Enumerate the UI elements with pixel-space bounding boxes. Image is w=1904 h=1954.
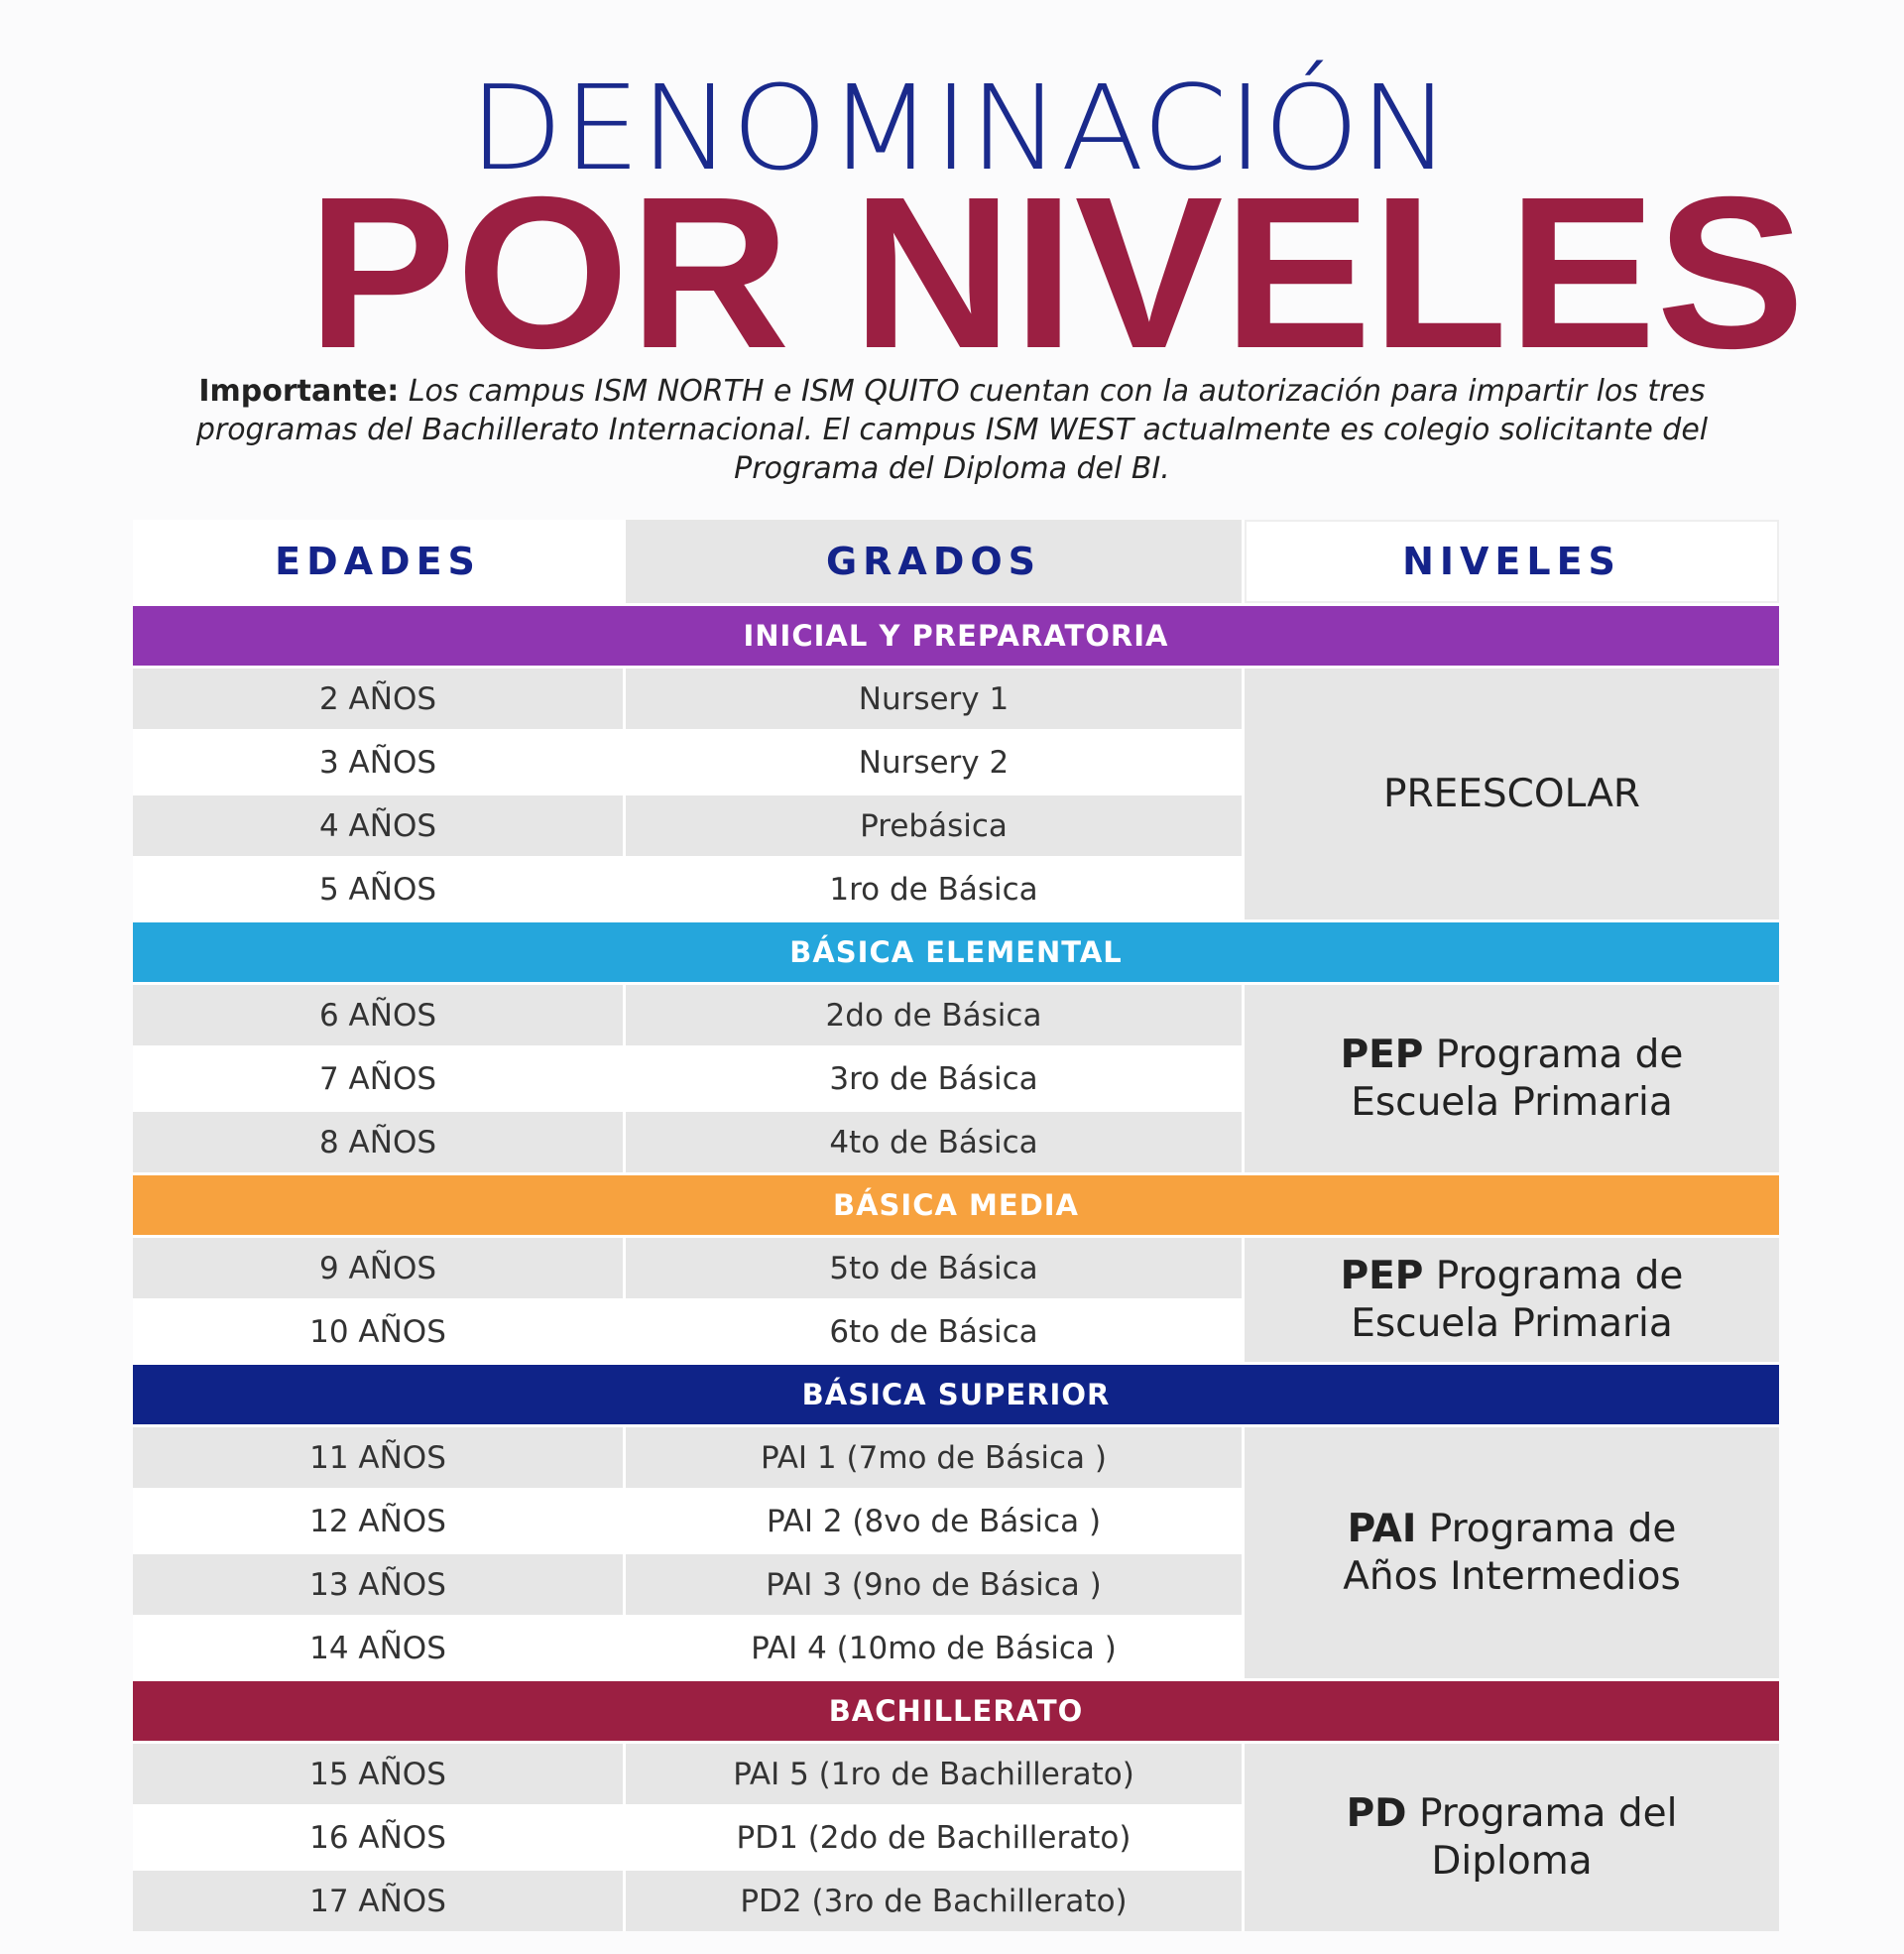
age-cell: 7 AÑOS: [318, 1060, 437, 1097]
titles: DENOMINACIÓN POR NIVELES: [307, 60, 1805, 357]
age-cell: 4 AÑOS: [133, 795, 623, 856]
level-text: PREESCOLAR: [1383, 771, 1640, 818]
grade-cell: Nursery 1: [626, 669, 1242, 729]
grade-cell: Nursery 2: [858, 744, 1010, 781]
level-text: PD Programa del Diploma: [1294, 1790, 1729, 1886]
age-cell: 17 AÑOS: [133, 1871, 623, 1931]
grade-cell: PAI 4 (10mo de Básica ): [751, 1630, 1117, 1666]
age-cell: 14 AÑOS: [309, 1630, 446, 1666]
section-header: INICIAL Y PREPARATORIA: [133, 606, 1779, 666]
age-cell: 10 AÑOS: [309, 1313, 446, 1350]
level-name: Programa de Escuela Primaria: [1351, 1253, 1684, 1346]
note-label: Importante:: [198, 374, 400, 409]
level-text: PEP Programa de Escuela Primaria: [1294, 1032, 1729, 1127]
title-line1: DENOMINACIÓN: [469, 60, 1451, 196]
grade-cell: 5to de Básica: [626, 1238, 1242, 1298]
age-cell: 5 AÑOS: [318, 871, 437, 908]
section-header: BÁSICA MEDIA: [133, 1175, 1779, 1235]
grade-cell: 6to de Básica: [829, 1313, 1038, 1350]
level-name: Programa del Diploma: [1418, 1790, 1678, 1884]
level-abbr: PAI: [1347, 1506, 1417, 1551]
age-cell: 15 AÑOS: [133, 1744, 623, 1804]
level-cell: PEP Programa de Escuela Primaria: [1245, 985, 1779, 1172]
grade-cell: 3ro de Básica: [829, 1060, 1038, 1097]
level-cell: PEP Programa de Escuela Primaria: [1245, 1238, 1779, 1362]
age-cell: 9 AÑOS: [133, 1238, 623, 1298]
level-cell: PD Programa del Diploma: [1245, 1744, 1779, 1931]
grade-cell: PD2 (3ro de Bachillerato): [626, 1871, 1242, 1931]
note-text: Los campus ISM NORTH e ISM QUITO cuentan…: [195, 374, 1709, 486]
age-cell: 11 AÑOS: [133, 1427, 623, 1488]
note: Importante: Los campus ISM NORTH e ISM Q…: [149, 372, 1755, 488]
grade-cell: PAI 3 (9no de Básica ): [626, 1554, 1242, 1615]
level-name: Programa de Escuela Primaria: [1351, 1032, 1684, 1125]
column-header: EDADES: [133, 520, 623, 603]
level-text: PEP Programa de Escuela Primaria: [1294, 1253, 1729, 1348]
grade-cell: 1ro de Básica: [829, 871, 1038, 908]
grade-cell: 2do de Básica: [626, 985, 1242, 1045]
grade-cell: PAI 2 (8vo de Básica ): [766, 1503, 1102, 1539]
level-name: PREESCOLAR: [1383, 771, 1640, 816]
level-text: PAI Programa de Años Intermedios: [1294, 1506, 1729, 1601]
grade-cell: Prebásica: [626, 795, 1242, 856]
levels-table: EDADES GRADOS NIVELES INICIAL Y PREPARATORI…: [133, 520, 1779, 1931]
grade-cell: 4to de Básica: [626, 1112, 1242, 1172]
level-name: Programa de Años Intermedios: [1343, 1506, 1681, 1599]
age-cell: 2 AÑOS: [133, 669, 623, 729]
age-cell: 8 AÑOS: [133, 1112, 623, 1172]
section-header: BÁSICA SUPERIOR: [133, 1365, 1779, 1424]
level-cell: PAI Programa de Años Intermedios: [1245, 1427, 1779, 1678]
age-cell: 12 AÑOS: [309, 1503, 446, 1539]
age-cell: 6 AÑOS: [133, 985, 623, 1045]
section-header: BACHILLERATO: [133, 1681, 1779, 1741]
grade-cell: PAI 1 (7mo de Básica ): [626, 1427, 1242, 1488]
title-line2: POR NIVELES: [307, 153, 1805, 357]
column-header: GRADOS: [626, 520, 1242, 603]
section-header: BÁSICA ELEMENTAL: [133, 922, 1779, 982]
level-abbr: PEP: [1340, 1032, 1424, 1077]
age-cell: 13 AÑOS: [133, 1554, 623, 1615]
age-cell: 3 AÑOS: [318, 744, 437, 781]
age-cell: 16 AÑOS: [309, 1819, 446, 1856]
grade-cell: PD1 (2do de Bachillerato): [736, 1819, 1131, 1856]
grade-cell: PAI 5 (1ro de Bachillerato): [626, 1744, 1242, 1804]
level-abbr: PEP: [1340, 1253, 1424, 1298]
level-abbr: PD: [1346, 1790, 1407, 1836]
column-header: NIVELES: [1245, 520, 1779, 603]
level-cell: PREESCOLAR: [1245, 669, 1779, 919]
